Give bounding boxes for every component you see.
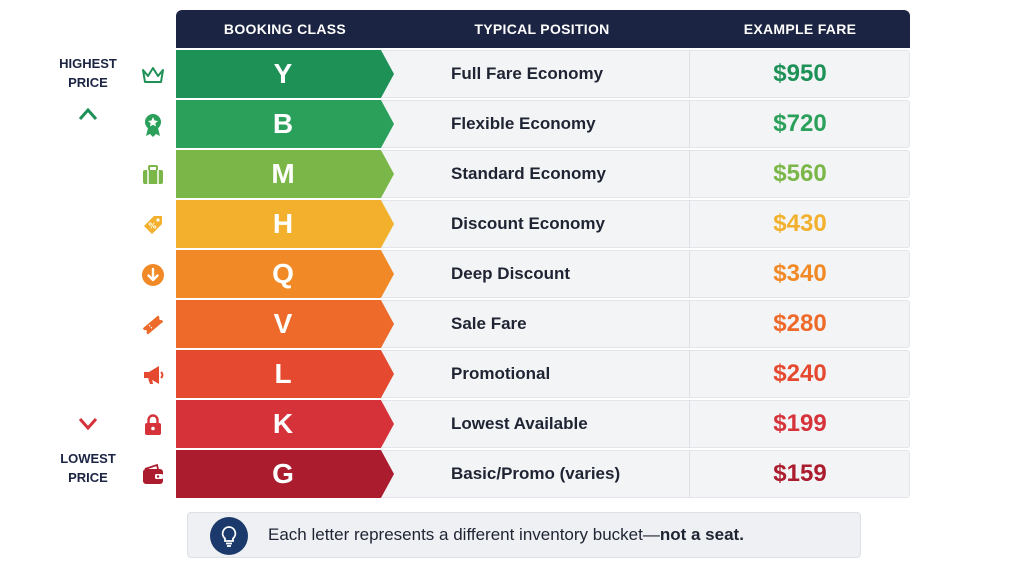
typical-position: Flexible Economy — [451, 114, 596, 133]
highest-label-line1: HIGHEST — [59, 56, 117, 71]
award-ribbon-icon — [136, 100, 170, 150]
header-example-fare: EXAMPLE FARE — [743, 21, 857, 37]
table-row: Y Full Fare Economy $950 — [176, 50, 910, 100]
icon-column: % — [136, 50, 170, 500]
fare-class-table: Y Full Fare Economy $950 B Flexible Econ… — [176, 50, 910, 500]
table-row: Q Deep Discount $340 — [176, 250, 910, 300]
example-fare: $240 — [773, 360, 827, 387]
example-fare: $950 — [773, 60, 827, 87]
example-fare: $280 — [773, 310, 827, 337]
note-text: Each letter represents a different inven… — [268, 513, 744, 557]
typical-position: Full Fare Economy — [451, 64, 604, 83]
table-row: G Basic/Promo (varies) $159 — [176, 450, 910, 500]
table-row: B Flexible Economy $720 — [176, 100, 910, 150]
header-typical-position: TYPICAL POSITION — [474, 21, 610, 37]
column-divider — [689, 400, 690, 448]
column-divider — [689, 150, 690, 198]
column-divider — [689, 300, 690, 348]
example-fare: $159 — [773, 460, 827, 487]
example-fare: $430 — [773, 210, 827, 237]
price-scale-arrow — [78, 107, 98, 431]
typical-position: Deep Discount — [451, 264, 571, 283]
example-fare: $199 — [773, 410, 827, 437]
svg-text:%: % — [148, 222, 156, 231]
wallet-icon — [136, 450, 170, 500]
typical-position: Promotional — [451, 364, 551, 383]
highest-label-line2: PRICE — [68, 75, 108, 90]
booking-class-badge: L — [176, 350, 394, 398]
column-divider — [689, 450, 690, 498]
lowest-label-line1: LOWEST — [60, 451, 116, 466]
booking-class-badge: K — [176, 400, 394, 448]
typical-position: Basic/Promo (varies) — [451, 464, 621, 483]
table-header: BOOKING CLASS TYPICAL POSITION EXAMPLE F… — [176, 10, 910, 48]
table-row: K Lowest Available $199 — [176, 400, 910, 450]
example-fare: $340 — [773, 260, 827, 287]
booking-class-badge: V — [176, 300, 394, 348]
note-text-main: Each letter represents a different inven… — [268, 525, 660, 544]
lowest-price-label: LOWEST PRICE — [52, 449, 124, 487]
table-row: H Discount Economy $430 — [176, 200, 910, 250]
column-divider — [689, 50, 690, 98]
ticket-icon — [136, 300, 170, 350]
example-fare: $720 — [773, 110, 827, 137]
typical-position: Standard Economy — [451, 164, 606, 183]
booking-class-badge: Y — [176, 50, 394, 98]
column-divider — [689, 350, 690, 398]
table-row: L Promotional $240 — [176, 350, 910, 400]
table-row: M Standard Economy $560 — [176, 150, 910, 200]
typical-position: Discount Economy — [451, 214, 605, 233]
booking-class-badge: B — [176, 100, 394, 148]
lightbulb-icon — [210, 517, 248, 555]
column-divider — [689, 250, 690, 298]
megaphone-icon — [136, 350, 170, 400]
note-text-bold: not a seat. — [659, 525, 744, 544]
typical-position: Lowest Available — [451, 414, 588, 433]
info-note: Each letter represents a different inven… — [187, 512, 861, 558]
header-booking-class: BOOKING CLASS — [223, 21, 347, 37]
booking-class-badge: H — [176, 200, 394, 248]
column-divider — [689, 100, 690, 148]
percent-tag-icon: % — [136, 200, 170, 250]
typical-position: Sale Fare — [451, 314, 527, 333]
lowest-label-line2: PRICE — [68, 470, 108, 485]
booking-class-badge: G — [176, 450, 394, 498]
suitcase-icon — [136, 150, 170, 200]
table-row: V Sale Fare $280 — [176, 300, 910, 350]
booking-class-badge: Q — [176, 250, 394, 298]
lock-icon — [136, 400, 170, 450]
crown-icon — [136, 50, 170, 100]
column-divider — [689, 200, 690, 248]
highest-price-label: HIGHEST PRICE — [52, 54, 124, 92]
down-arrow-circle-icon — [136, 250, 170, 300]
booking-class-badge: M — [176, 150, 394, 198]
example-fare: $560 — [773, 160, 827, 187]
